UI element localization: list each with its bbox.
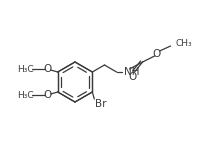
Text: CH₃: CH₃	[176, 38, 192, 48]
Text: NH: NH	[123, 67, 139, 77]
Text: O: O	[44, 90, 52, 100]
Text: Br: Br	[95, 99, 106, 109]
Text: O: O	[153, 49, 161, 59]
Text: O: O	[128, 72, 137, 82]
Text: O: O	[44, 64, 52, 74]
Text: H₃C: H₃C	[17, 90, 34, 99]
Text: H₃C: H₃C	[17, 65, 34, 74]
